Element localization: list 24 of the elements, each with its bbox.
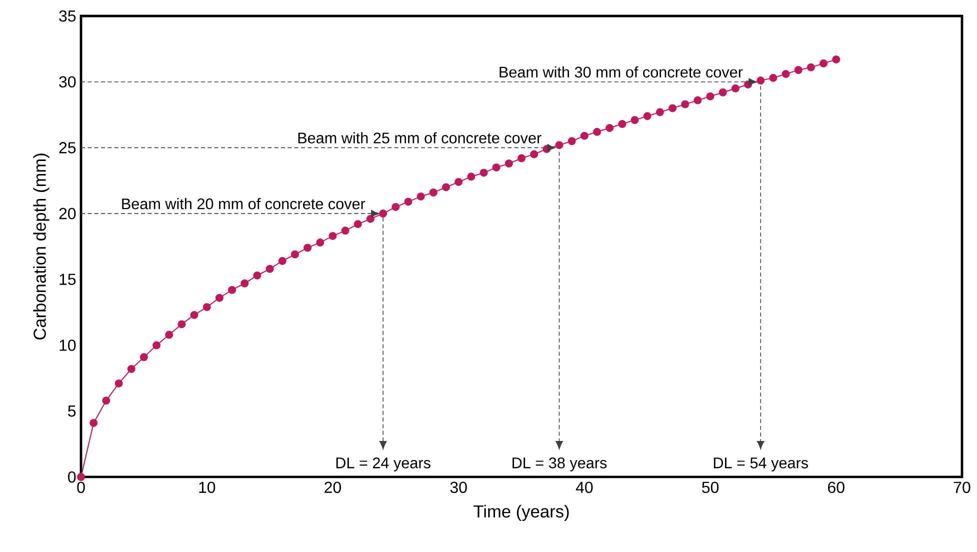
x-tick-label: 10: [199, 482, 216, 494]
x-tick-label: 30: [450, 482, 467, 494]
y-tick-label: 15: [60, 274, 76, 285]
x-tick-label: 60: [828, 482, 844, 494]
x-tick-label: 70: [954, 482, 970, 494]
y-tick-label: 25: [59, 142, 76, 154]
y-tick-label: 5: [68, 406, 76, 417]
x-tick-label: 50: [702, 482, 719, 494]
ref-line-label: DL = 38 years: [512, 457, 607, 472]
y-axis-title: Carbonation depth (mm): [33, 154, 50, 340]
y-tick-label: 35: [59, 10, 76, 22]
ref-line-label: Beam with 20 mm of concrete cover: [122, 198, 366, 210]
x-tick-label: 40: [576, 482, 593, 494]
ref-line-label: Beam with 30 mm of concrete cover: [500, 66, 743, 78]
ref-line-label: Beam with 25 mm of concrete cover: [298, 132, 542, 144]
x-tick-label: 20: [324, 482, 341, 494]
x-axis-title: Time (years): [474, 504, 569, 521]
ref-line-label: DL = 24 years: [336, 457, 430, 472]
x-tick-label: 0: [77, 482, 85, 494]
y-tick-label: 20: [59, 208, 76, 220]
y-tick-label: 10: [60, 340, 76, 351]
y-tick-label: 0: [68, 471, 76, 483]
ref-line-label: DL = 54 years: [714, 458, 808, 472]
y-tick-label: 30: [59, 76, 76, 88]
